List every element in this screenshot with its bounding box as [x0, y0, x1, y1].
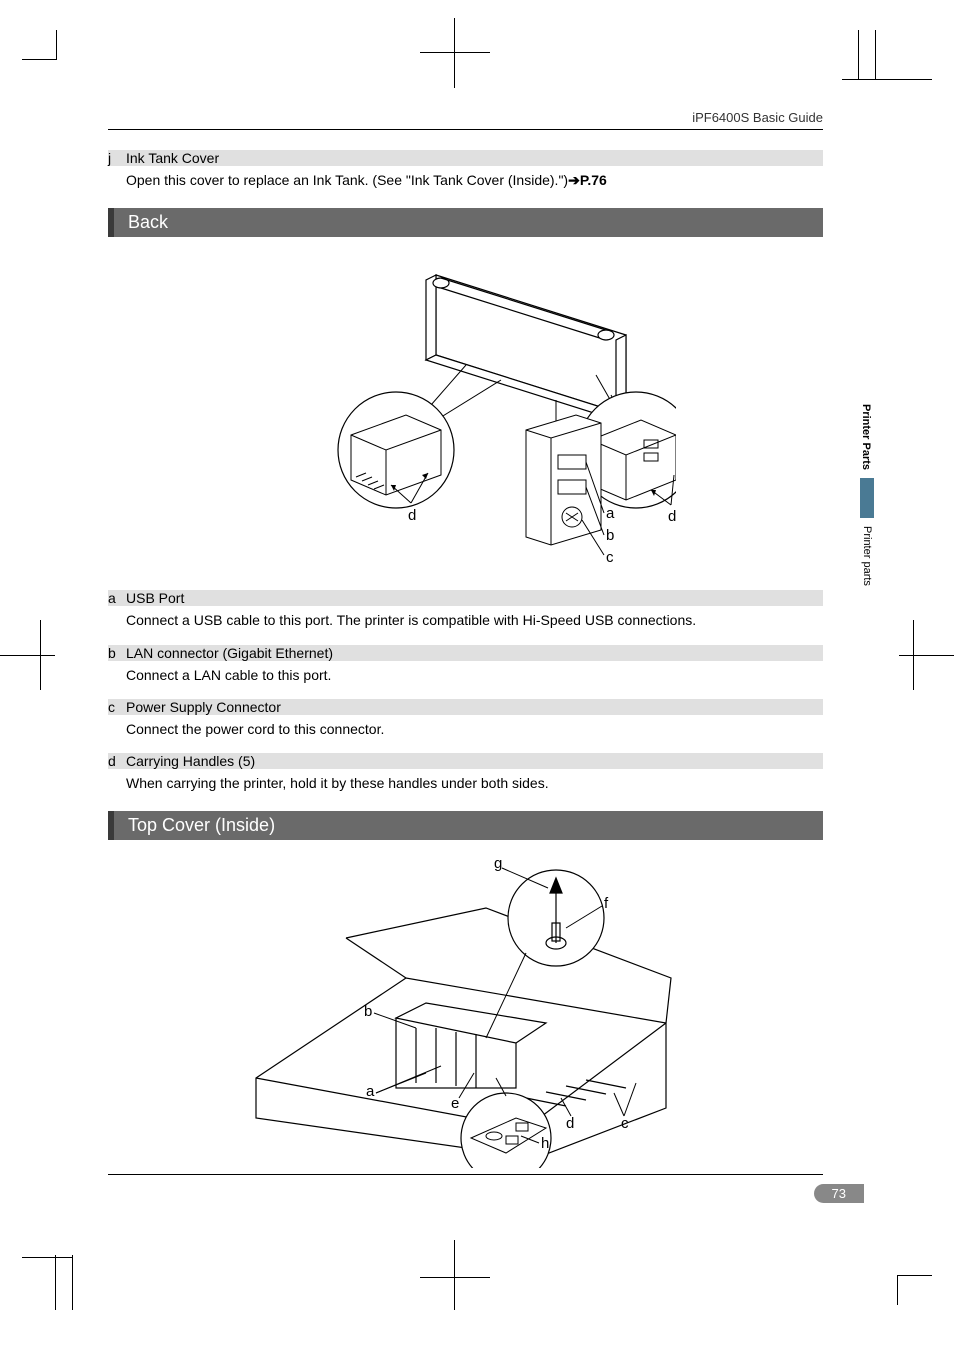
diagram-label-h: h	[541, 1135, 549, 1152]
section-header-top-cover: Top Cover (Inside)	[108, 811, 823, 840]
diagram-label-d: d	[566, 1115, 574, 1132]
def-title: Power Supply Connector	[126, 699, 281, 715]
header-guide-title: iPF6400S Basic Guide	[108, 110, 823, 125]
crop-mark	[72, 1255, 73, 1310]
def-description: Open this cover to replace an Ink Tank. …	[126, 170, 823, 190]
crop-mark	[22, 1257, 72, 1258]
crop-mark	[897, 1275, 932, 1305]
crop-mark	[858, 30, 859, 80]
side-tab-highlight	[860, 478, 874, 518]
header-rule	[108, 129, 823, 130]
def-letter: d	[108, 753, 126, 769]
page-reference: P.76	[580, 172, 607, 188]
def-title: Ink Tank Cover	[126, 150, 219, 166]
diagram-label-c: c	[621, 1115, 629, 1132]
side-tab: Printer Parts Printer parts	[858, 398, 876, 590]
crop-mark	[22, 30, 57, 60]
def-title: Carrying Handles (5)	[126, 753, 255, 769]
crop-mark	[899, 655, 954, 656]
crop-mark	[454, 1240, 455, 1310]
diagram-label-a: a	[606, 505, 615, 522]
section-header-back: Back	[108, 208, 823, 237]
crop-mark	[420, 1277, 490, 1278]
diagram-label-g: g	[494, 855, 502, 872]
def-letter: b	[108, 645, 126, 661]
def-description: When carrying the printer, hold it by th…	[126, 773, 823, 793]
crop-mark	[842, 79, 932, 80]
page-content: iPF6400S Basic Guide j Ink Tank Cover Op…	[108, 110, 823, 1193]
diagram-back: d d	[108, 245, 823, 570]
def-title: USB Port	[126, 590, 184, 606]
arrow-icon: ➔	[568, 172, 580, 188]
diagram-label-a: a	[366, 1083, 375, 1100]
diagram-label-d: d	[668, 508, 676, 525]
def-description: Connect the power cord to this connector…	[126, 719, 823, 739]
definition-b: b LAN connector (Gigabit Ethernet) Conne…	[108, 645, 823, 685]
def-description: Connect a USB cable to this port. The pr…	[126, 610, 823, 630]
crop-mark	[454, 18, 455, 88]
def-description: Connect a LAN cable to this port.	[126, 665, 823, 685]
crop-mark	[55, 1255, 56, 1310]
side-tab-sub: Printer parts	[858, 522, 876, 590]
diagram-label-c: c	[606, 549, 614, 565]
definition-d: d Carrying Handles (5) When carrying the…	[108, 753, 823, 793]
def-title: LAN connector (Gigabit Ethernet)	[126, 645, 333, 661]
crop-mark	[875, 30, 876, 80]
diagram-label-d: d	[408, 507, 416, 524]
crop-mark	[913, 620, 914, 690]
page-number: 73	[814, 1184, 864, 1203]
footer-rule	[108, 1174, 823, 1175]
definition-j: j Ink Tank Cover Open this cover to repl…	[108, 150, 823, 190]
def-letter: c	[108, 699, 126, 715]
def-letter: a	[108, 590, 126, 606]
diagram-top-cover: g f b a e d c h	[108, 848, 823, 1173]
crop-mark	[0, 655, 55, 656]
crop-mark	[420, 52, 490, 53]
definition-c: c Power Supply Connector Connect the pow…	[108, 699, 823, 739]
def-letter: j	[108, 150, 126, 166]
diagram-label-b: b	[364, 1003, 372, 1020]
definition-a: a USB Port Connect a USB cable to this p…	[108, 590, 823, 630]
diagram-label-b: b	[606, 527, 614, 544]
side-tab-main: Printer Parts	[858, 398, 874, 476]
def-desc-text: Open this cover to replace an Ink Tank. …	[126, 172, 568, 188]
crop-mark	[40, 620, 41, 690]
diagram-label-e: e	[451, 1095, 459, 1112]
diagram-label-f: f	[604, 895, 609, 912]
